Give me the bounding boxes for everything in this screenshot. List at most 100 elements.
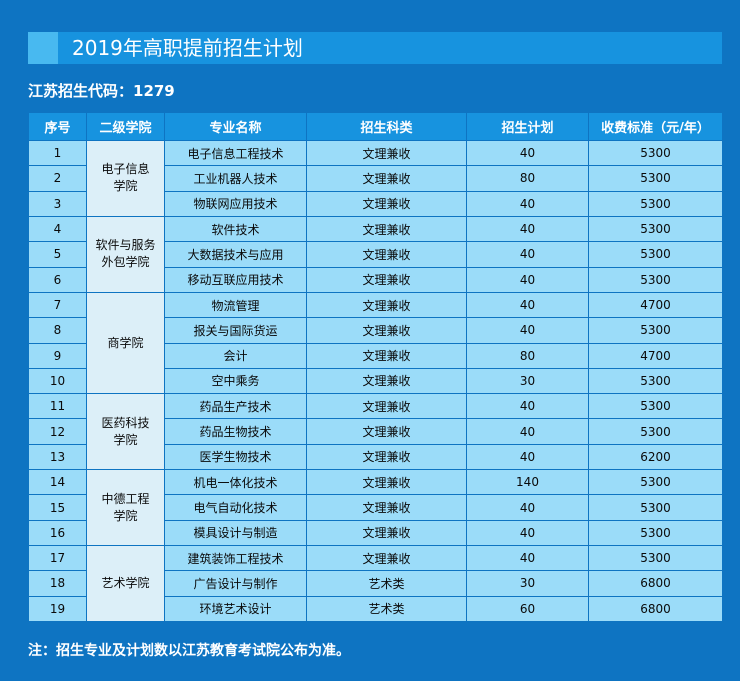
- table-row: 18 广告设计与制作 艺术类 30 6800: [28, 570, 723, 597]
- cell-major: 环境艺术设计: [164, 595, 307, 623]
- cell-major: 报关与国际货运: [164, 317, 307, 344]
- cell-fee: 5300: [588, 317, 723, 344]
- cell-type: 文理兼收: [306, 317, 467, 344]
- enrollment-plan-table: 序号 二级学院 专业名称 招生科类 招生计划 收费标准（元/年） 1 电子信息 学院…: [28, 112, 723, 623]
- cell-plan: 40: [466, 544, 589, 572]
- table-row: 14 中德工程 学院 机电一体化技术 文理兼收 140 5300: [28, 469, 723, 546]
- cell-plan: 40: [466, 190, 589, 217]
- cell-fee: 5300: [588, 418, 723, 445]
- cell-plan: 60: [466, 595, 589, 623]
- cell-type: 文理兼收: [306, 215, 467, 243]
- cell-type: 文理兼收: [306, 418, 467, 445]
- table-body: 1 电子信息 学院 电子信息工程技术 文理兼收 40 5300 2 工业机器人技术 文理兼收 80 5…: [28, 139, 723, 623]
- cell-plan: 40: [466, 443, 589, 471]
- cell-no: 2: [28, 165, 87, 192]
- cell-major: 医学生物技术: [164, 443, 307, 471]
- cell-fee: 5300: [588, 469, 723, 496]
- table-row: 17 艺术学院 建筑装饰工程技术 文理兼收 40 5300: [28, 544, 723, 622]
- col-header-fee: 收费标准（元/年）: [588, 112, 723, 141]
- cell-fee: 5300: [588, 190, 723, 217]
- cell-major: 工业机器人技术: [164, 165, 307, 192]
- cell-no: 16: [28, 519, 87, 547]
- footnote: 注：招生专业及计划数以江苏教育考试院公布为准。: [28, 643, 350, 659]
- cell-type: 文理兼收: [306, 519, 467, 547]
- cell-plan: 30: [466, 570, 589, 597]
- cell-major: 软件技术: [164, 215, 307, 243]
- cell-type: 文理兼收: [306, 342, 467, 369]
- cell-major: 大数据技术与应用: [164, 241, 307, 268]
- cell-fee: 5300: [588, 393, 723, 420]
- title-accent-square: [28, 32, 58, 64]
- col-header-college: 二级学院: [86, 112, 165, 141]
- col-header-plan: 招生计划: [466, 112, 589, 141]
- cell-major: 会计: [164, 342, 307, 369]
- col-header-major: 专业名称: [164, 112, 307, 141]
- cell-plan: 30: [466, 367, 589, 395]
- cell-type: 文理兼收: [306, 367, 467, 395]
- cell-no: 8: [28, 317, 87, 344]
- cell-major: 物流管理: [164, 291, 307, 319]
- cell-fee: 5300: [588, 544, 723, 572]
- cell-type: 文理兼收: [306, 544, 467, 572]
- cell-major: 电气自动化技术: [164, 494, 307, 521]
- cell-fee: 5300: [588, 241, 723, 268]
- cell-type: 艺术类: [306, 570, 467, 597]
- cell-fee: 5300: [588, 139, 723, 167]
- cell-no: 1: [28, 139, 87, 167]
- col-header-type: 招生科类: [306, 112, 467, 141]
- cell-no: 12: [28, 418, 87, 445]
- enrollment-code: 江苏招生代码：1279: [28, 82, 175, 100]
- cell-major: 电子信息工程技术: [164, 139, 307, 167]
- cell-plan: 40: [466, 241, 589, 268]
- cell-type: 文理兼收: [306, 266, 467, 293]
- cell-type: 文理兼收: [306, 165, 467, 192]
- table-row: 9 会计 文理兼收 80 4700: [28, 342, 723, 369]
- table-row: 5 大数据技术与应用 文理兼收 40 5300: [28, 241, 723, 268]
- cell-type: 文理兼收: [306, 494, 467, 521]
- cell-plan: 80: [466, 165, 589, 192]
- cell-no: 19: [28, 595, 87, 623]
- cell-fee: 5300: [588, 215, 723, 243]
- cell-college: 商学院: [86, 291, 165, 395]
- cell-no: 6: [28, 266, 87, 293]
- cell-major: 空中乘务: [164, 367, 307, 395]
- table-row: 2 工业机器人技术 文理兼收 80 5300: [28, 165, 723, 192]
- cell-no: 18: [28, 570, 87, 597]
- cell-no: 14: [28, 469, 87, 496]
- cell-college: 艺术学院: [86, 545, 165, 622]
- cell-major: 广告设计与制作: [164, 570, 307, 597]
- table-row: 8 报关与国际货运 文理兼收 40 5300: [28, 317, 723, 344]
- table-row: 15 电气自动化技术 文理兼收 40 5300: [28, 494, 723, 521]
- cell-fee: 6800: [588, 570, 723, 597]
- table-header-row: 序号 二级学院 专业名称 招生科类 招生计划 收费标准（元/年）: [28, 112, 723, 141]
- cell-type: 文理兼收: [306, 190, 467, 217]
- cell-college: 软件与服务 外包学院: [86, 215, 165, 293]
- table-row: 1 电子信息 学院 电子信息工程技术 文理兼收 40 5300: [28, 139, 723, 217]
- cell-major: 机电一体化技术: [164, 469, 307, 496]
- cell-major: 药品生物技术: [164, 418, 307, 445]
- cell-major: 建筑装饰工程技术: [164, 544, 307, 572]
- cell-fee: 6200: [588, 443, 723, 471]
- cell-no: 9: [28, 342, 87, 369]
- table-row: 16 模具设计与制造 文理兼收 40 5300: [28, 519, 723, 547]
- cell-plan: 140: [466, 469, 589, 496]
- cell-plan: 40: [466, 393, 589, 420]
- cell-college: 医药科技 学院: [86, 393, 165, 471]
- table-row: 4 软件与服务 外包学院 软件技术 文理兼收 40 5300: [28, 215, 723, 293]
- cell-fee: 5300: [588, 165, 723, 192]
- col-header-no: 序号: [28, 112, 87, 141]
- cell-no: 11: [28, 393, 87, 420]
- page-title: 2019年高职提前招生计划: [72, 36, 303, 60]
- cell-no: 4: [28, 215, 87, 243]
- cell-no: 10: [28, 367, 87, 395]
- table-row: 3 物联网应用技术 文理兼收 40 5300: [28, 190, 723, 217]
- cell-plan: 80: [466, 342, 589, 369]
- cell-major: 物联网应用技术: [164, 190, 307, 217]
- cell-fee: 4700: [588, 342, 723, 369]
- table-row: 7 商学院 物流管理 文理兼收 40 4700: [28, 291, 723, 395]
- cell-type: 艺术类: [306, 595, 467, 623]
- cell-type: 文理兼收: [306, 393, 467, 420]
- cell-fee: 5300: [588, 266, 723, 293]
- cell-type: 文理兼收: [306, 241, 467, 268]
- cell-fee: 5300: [588, 494, 723, 521]
